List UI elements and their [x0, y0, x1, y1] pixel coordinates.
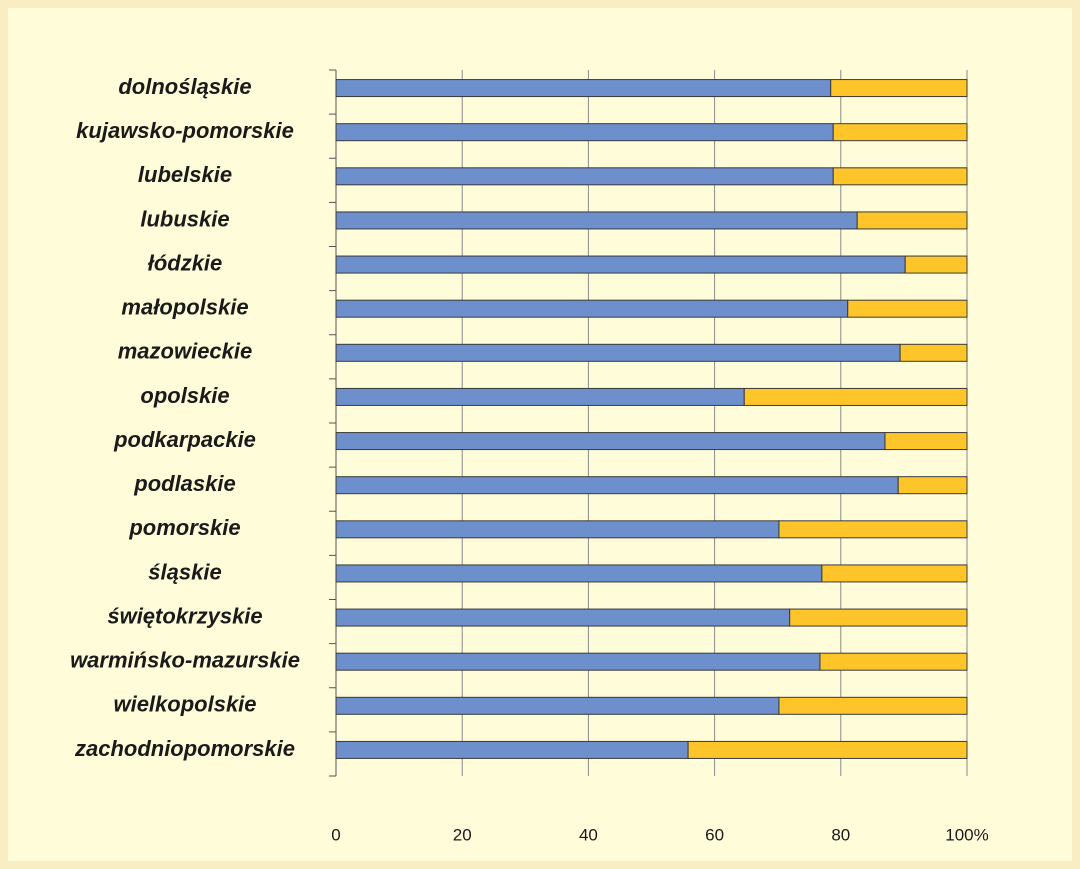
bar-segment	[335, 652, 821, 671]
bar-segment	[832, 167, 968, 186]
bar-segment	[335, 696, 780, 715]
bar-segment	[335, 167, 834, 186]
y-tick-label: łódzkie	[148, 250, 223, 275]
bar-segment	[778, 520, 968, 539]
bar-segment	[335, 123, 834, 142]
bar-segment	[335, 520, 780, 539]
y-tick-label: lubelskie	[138, 162, 232, 187]
bar-segment	[847, 299, 968, 318]
x-tick-label: 80	[831, 825, 850, 844]
bar-segment	[897, 476, 968, 495]
bar-segment	[335, 476, 899, 495]
bar-segment	[335, 255, 906, 274]
bar-segment	[335, 343, 901, 362]
bar-segment	[335, 387, 745, 406]
y-tick-label: świętokrzyskie	[107, 603, 262, 628]
y-tick-label: zachodniopomorskie	[74, 736, 295, 761]
bar-segment	[335, 564, 823, 583]
bar-segment	[778, 696, 968, 715]
y-tick-label: podkarpackie	[113, 427, 256, 452]
bar-segment	[687, 740, 968, 759]
y-tick-label: warmińsko-mazurskie	[70, 648, 300, 673]
y-tick-label: podlaskie	[133, 471, 235, 496]
x-tick-label: 20	[453, 825, 472, 844]
y-tick-label: lubuskie	[140, 206, 229, 231]
y-tick-label: dolnośląskie	[118, 74, 251, 99]
y-tick-label: kujawsko-pomorskie	[76, 118, 294, 143]
bar-segment	[819, 652, 968, 671]
y-tick-label: pomorskie	[128, 515, 240, 540]
bar-segment	[856, 211, 968, 230]
bar-segment	[821, 564, 968, 583]
bar-segment	[904, 255, 968, 274]
bar-segment	[899, 343, 968, 362]
bar-segment	[335, 299, 849, 318]
x-tick-label: 40	[579, 825, 598, 844]
bar-segment	[335, 79, 832, 98]
bar-segment	[884, 432, 968, 451]
bar-segment	[335, 608, 791, 627]
x-tick-label: 0	[331, 825, 340, 844]
y-tick-label: wielkopolskie	[113, 692, 256, 717]
y-tick-label: śląskie	[148, 559, 221, 584]
bar-segment	[789, 608, 968, 627]
y-tick-label: mazowieckie	[118, 339, 253, 364]
bar-segment	[832, 123, 968, 142]
bar-segment	[830, 79, 968, 98]
bar-segment	[743, 387, 968, 406]
bar-segment	[335, 211, 858, 230]
bar-segment	[335, 740, 689, 759]
x-tick-label: 100%	[945, 825, 988, 844]
y-tick-label: opolskie	[140, 383, 229, 408]
y-tick-label: małopolskie	[121, 295, 248, 320]
x-tick-label: 60	[705, 825, 724, 844]
bar-segment	[335, 432, 886, 451]
